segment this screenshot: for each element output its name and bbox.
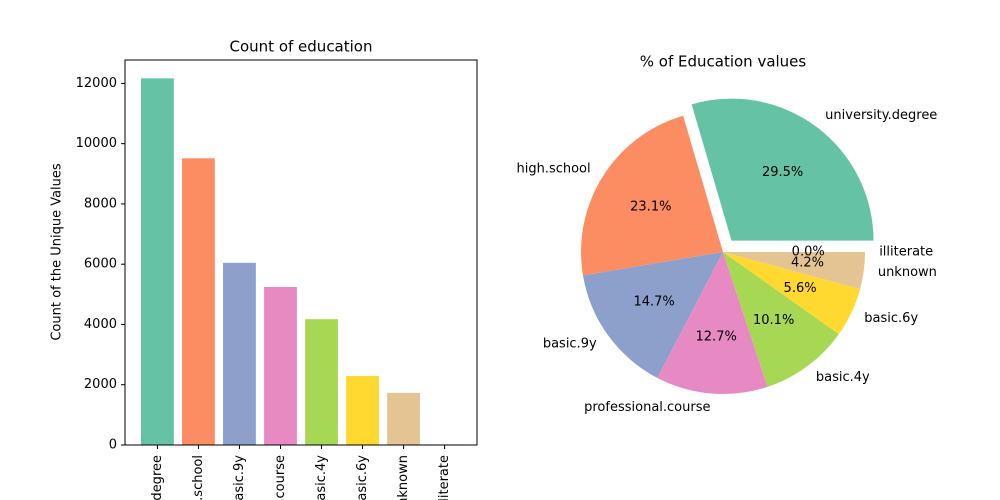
x-tick-label: basic.6y (355, 455, 370, 500)
percent-label: 0.0% (792, 245, 825, 260)
y-axis-label: Count of the Unique Values (50, 163, 65, 341)
percent-label: 23.1% (630, 199, 671, 214)
y-tick-label: 12000 (76, 76, 117, 91)
slice-label: professional.course (584, 400, 710, 415)
bar (264, 287, 297, 445)
bar (223, 262, 256, 445)
x-tick-label: basic.9y (232, 455, 247, 500)
pie-slice (723, 252, 865, 290)
x-tick-label: basic.4y (314, 455, 329, 500)
pie-slice (691, 98, 874, 241)
bar (305, 319, 338, 445)
y-tick-label: 10000 (76, 136, 117, 151)
x-tick-label: unknown (396, 455, 411, 500)
plot-frame (124, 59, 478, 446)
slice-label: basic.9y (543, 336, 597, 351)
percent-label: 12.7% (696, 329, 737, 344)
percent-label: 14.7% (633, 295, 674, 310)
x-tick-label: professional.course (273, 455, 288, 500)
percent-label: 4.2% (791, 256, 824, 271)
bar (387, 392, 420, 445)
x-tick-label: high.school (191, 455, 206, 500)
percent-label: 10.1% (753, 313, 794, 328)
slice-label: basic.6y (864, 311, 918, 326)
pie-slice (657, 252, 768, 394)
slice-label: basic.4y (816, 370, 870, 385)
pie-slice (582, 252, 723, 378)
percent-label: 5.6% (784, 281, 817, 296)
bar (141, 78, 174, 446)
y-tick-label: 8000 (84, 196, 117, 211)
x-tick-label: university.degree (150, 455, 165, 500)
y-tick-label: 2000 (84, 377, 117, 392)
slice-label: high.school (516, 162, 590, 177)
pie-slice (723, 252, 861, 335)
pie-slice (581, 115, 723, 276)
pie-title: % of Education values (640, 53, 807, 71)
bar-title: Count of education (230, 38, 373, 56)
slice-label: unknown (878, 265, 937, 280)
bar (346, 375, 379, 445)
slice-label: illiterate (879, 245, 933, 260)
bar (182, 158, 215, 445)
x-tick-label: illiterate (437, 455, 452, 500)
y-tick-label: 0 (109, 438, 117, 453)
pie-slice (723, 252, 839, 387)
y-tick-label: 6000 (84, 257, 117, 272)
slice-label: university.degree (825, 108, 937, 123)
y-tick-label: 4000 (84, 317, 117, 332)
percent-label: 29.5% (762, 165, 803, 180)
